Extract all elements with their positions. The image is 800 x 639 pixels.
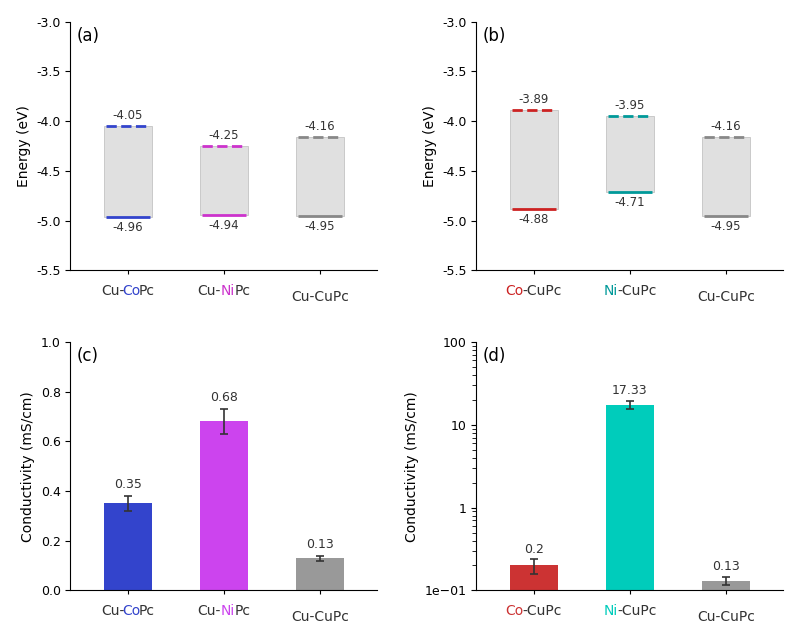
- Text: Pc: Pc: [139, 604, 155, 619]
- Text: Ni: Ni: [221, 604, 235, 619]
- Y-axis label: Conductivity (mS/cm): Conductivity (mS/cm): [405, 391, 419, 541]
- Bar: [510, 566, 558, 639]
- Text: -3.89: -3.89: [518, 93, 549, 106]
- Text: -4.88: -4.88: [518, 213, 549, 226]
- Y-axis label: Conductivity (mS/cm): Conductivity (mS/cm): [21, 391, 35, 541]
- Text: -4.05: -4.05: [113, 109, 143, 122]
- Text: (c): (c): [77, 347, 98, 365]
- Text: 0.68: 0.68: [210, 391, 238, 404]
- Text: Co: Co: [506, 284, 524, 298]
- Bar: [200, 146, 248, 215]
- Text: Cu-CuPc: Cu-CuPc: [291, 610, 349, 624]
- Text: 17.33: 17.33: [612, 384, 648, 397]
- Text: -4.95: -4.95: [710, 220, 741, 233]
- Text: -4.71: -4.71: [614, 196, 645, 209]
- Text: -CuPc: -CuPc: [522, 284, 562, 298]
- Text: Cu-: Cu-: [101, 284, 125, 298]
- Text: -CuPc: -CuPc: [522, 604, 562, 619]
- Bar: [702, 137, 750, 215]
- Text: Co: Co: [122, 284, 141, 298]
- Text: Cu-: Cu-: [197, 604, 220, 619]
- Text: 0.13: 0.13: [306, 537, 334, 551]
- Text: Pc: Pc: [235, 604, 251, 619]
- Text: -4.94: -4.94: [209, 219, 239, 231]
- Bar: [510, 110, 558, 208]
- Text: -4.16: -4.16: [710, 120, 741, 133]
- Bar: [200, 421, 248, 590]
- Text: -CuPc: -CuPc: [618, 604, 658, 619]
- Text: -3.95: -3.95: [614, 99, 645, 112]
- Bar: [296, 558, 344, 590]
- Text: Cu-CuPc: Cu-CuPc: [291, 290, 349, 304]
- Text: -CuPc: -CuPc: [618, 284, 658, 298]
- Y-axis label: Energy (eV): Energy (eV): [17, 105, 30, 187]
- Text: Pc: Pc: [139, 284, 155, 298]
- Text: Ni: Ni: [604, 284, 618, 298]
- Text: Cu-: Cu-: [197, 284, 220, 298]
- Text: Pc: Pc: [235, 284, 251, 298]
- Bar: [104, 504, 152, 590]
- Text: -4.95: -4.95: [305, 220, 335, 233]
- Bar: [702, 581, 750, 639]
- Text: Co: Co: [122, 604, 141, 619]
- Bar: [606, 405, 654, 639]
- Text: Co: Co: [506, 604, 524, 619]
- Text: -4.96: -4.96: [113, 220, 143, 233]
- Text: -4.25: -4.25: [209, 129, 239, 142]
- Text: -4.16: -4.16: [305, 120, 335, 133]
- Bar: [296, 137, 344, 215]
- Text: (b): (b): [482, 27, 506, 45]
- Text: Ni: Ni: [221, 284, 235, 298]
- Text: (d): (d): [482, 347, 506, 365]
- Text: 0.35: 0.35: [114, 478, 142, 491]
- Text: Cu-CuPc: Cu-CuPc: [697, 610, 754, 624]
- Text: 0.13: 0.13: [712, 560, 740, 573]
- Text: Ni: Ni: [604, 604, 618, 619]
- Bar: [104, 126, 152, 217]
- Text: Cu-CuPc: Cu-CuPc: [697, 290, 754, 304]
- Text: Cu-: Cu-: [101, 604, 125, 619]
- Y-axis label: Energy (eV): Energy (eV): [422, 105, 437, 187]
- Text: 0.2: 0.2: [524, 543, 544, 555]
- Bar: [606, 116, 654, 192]
- Text: (a): (a): [77, 27, 99, 45]
